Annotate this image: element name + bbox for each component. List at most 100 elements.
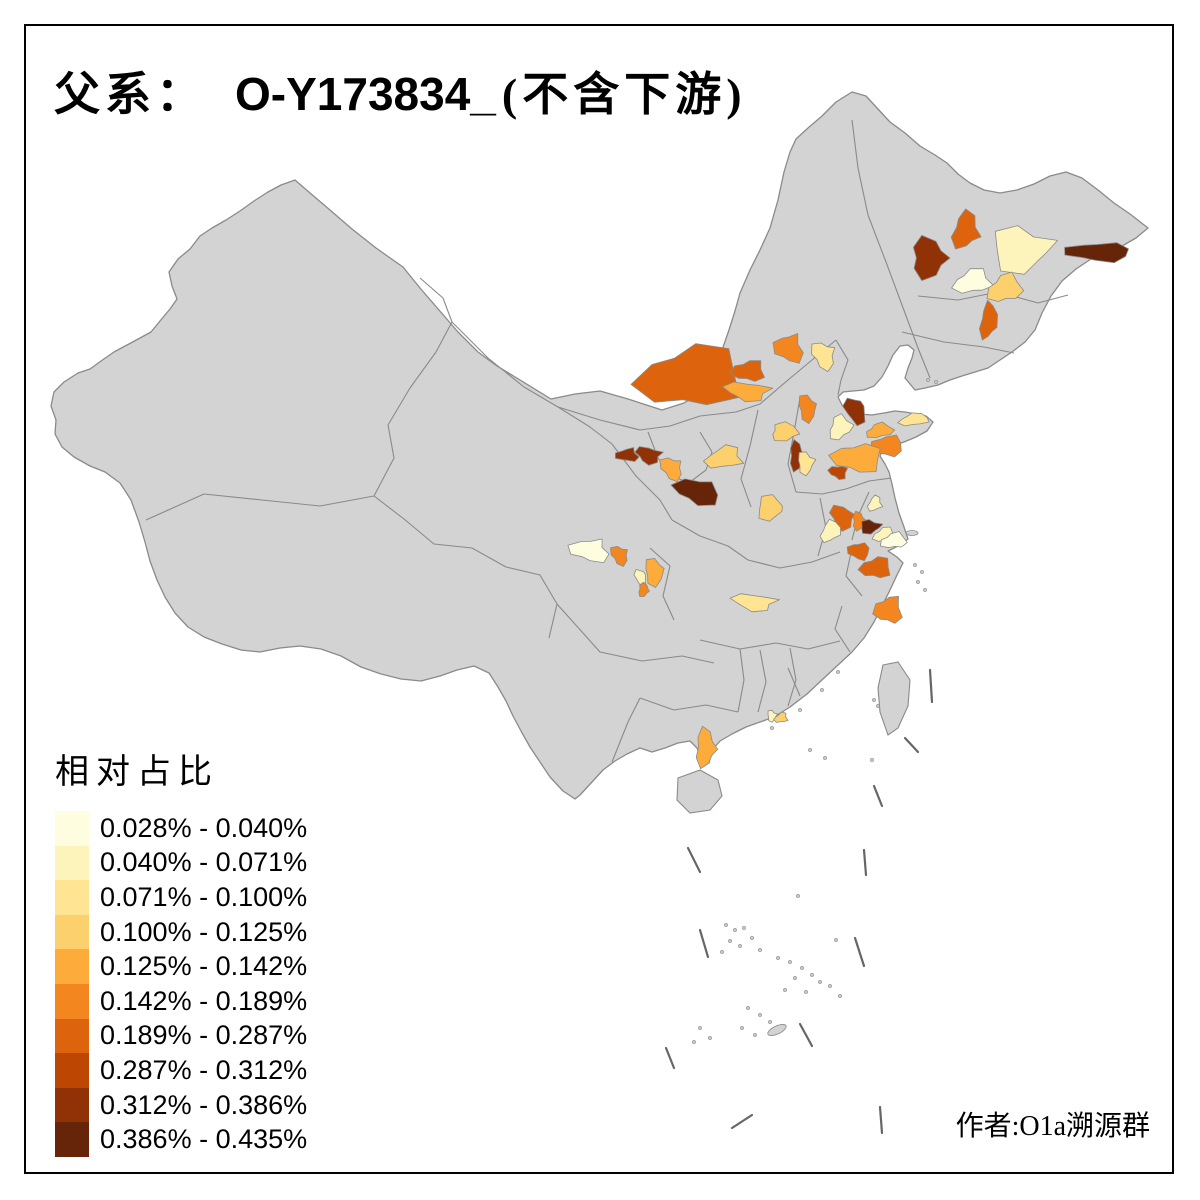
province-border xyxy=(757,649,767,713)
legend-label: 0.312% - 0.386% xyxy=(100,1089,308,1120)
map-region xyxy=(913,234,951,282)
map-region xyxy=(819,518,841,543)
nine-dash-segment xyxy=(853,936,866,968)
nine-dash-segment xyxy=(798,1022,814,1048)
map-region xyxy=(994,225,1058,275)
province-border xyxy=(373,495,558,639)
legend-label: 0.100% - 0.125% xyxy=(100,916,308,947)
province-border xyxy=(145,493,375,521)
province-border xyxy=(737,648,745,713)
province-border xyxy=(901,331,1015,354)
legend-row: 0.312% - 0.386% xyxy=(55,1087,308,1123)
islet xyxy=(758,948,762,952)
nine-dash-segment xyxy=(686,846,702,874)
islet xyxy=(783,988,787,992)
map-region xyxy=(659,457,682,483)
province-border xyxy=(835,339,849,396)
islet xyxy=(836,670,840,674)
islet xyxy=(746,1006,750,1010)
map-region xyxy=(798,394,817,425)
islet xyxy=(708,1036,712,1040)
islet xyxy=(800,966,804,970)
province-border xyxy=(787,667,801,697)
islet xyxy=(923,588,927,592)
legend-row: 0.142% - 0.189% xyxy=(55,983,308,1019)
map-region xyxy=(846,542,870,562)
nine-dash-segment xyxy=(903,736,920,754)
map-region xyxy=(772,421,801,442)
nine-dash-segment xyxy=(862,848,868,877)
islet xyxy=(818,980,822,984)
islet xyxy=(776,956,780,960)
islet xyxy=(720,950,724,954)
islet xyxy=(920,570,924,574)
legend-label: 0.386% - 0.435% xyxy=(100,1124,308,1155)
islet xyxy=(798,708,802,712)
map-region xyxy=(567,538,610,563)
map-region xyxy=(645,558,665,588)
map-region xyxy=(630,343,740,406)
province-border xyxy=(671,519,749,561)
islet xyxy=(793,976,797,980)
province-border xyxy=(556,603,715,664)
nine-dash-segment xyxy=(664,1046,676,1070)
islet xyxy=(810,973,814,977)
map-region xyxy=(857,556,891,579)
islet xyxy=(804,990,808,994)
map-region xyxy=(986,271,1025,302)
legend-row: 0.071% - 0.100% xyxy=(55,880,307,915)
islet xyxy=(750,936,754,940)
islet xyxy=(738,944,742,948)
legend-row: 0.287% - 0.312% xyxy=(55,1053,307,1088)
province-border xyxy=(557,339,837,431)
map-region xyxy=(979,299,998,341)
nine-dash-segment xyxy=(928,668,934,704)
map-region xyxy=(758,494,783,522)
map-region xyxy=(829,413,855,441)
islet xyxy=(872,698,876,702)
taiwan-island xyxy=(877,661,911,736)
legend-swatch xyxy=(55,949,89,984)
islet xyxy=(724,923,728,927)
page-title: 父系： O-Y173834_ (不含下游) xyxy=(54,58,747,124)
legend-row: 0.040% - 0.071% xyxy=(55,845,308,881)
map-region xyxy=(866,494,884,512)
islet xyxy=(768,1020,772,1024)
legend-label: 0.125% - 0.142% xyxy=(100,951,308,982)
islet xyxy=(926,378,930,382)
islet xyxy=(916,580,920,584)
legend-label: 0.142% - 0.189% xyxy=(100,985,308,1016)
hainan-island xyxy=(676,769,723,814)
province-border xyxy=(740,409,759,508)
legend-label: 0.040% - 0.071% xyxy=(100,847,308,878)
legend-row: 0.028% - 0.040% xyxy=(55,811,307,846)
legend-row: 0.189% - 0.287% xyxy=(55,1018,307,1054)
map-region xyxy=(842,397,866,427)
islet xyxy=(796,894,800,898)
islet xyxy=(823,756,827,760)
islet xyxy=(728,939,732,943)
legend-rows: 0.028% - 0.040% 0.040% - 0.071% 0.071% - 0… xyxy=(55,811,307,1157)
map-region xyxy=(872,595,903,624)
islet xyxy=(834,938,838,942)
legend-swatch xyxy=(55,845,89,881)
legend-swatch xyxy=(55,1087,89,1123)
legend-row: 0.125% - 0.142% xyxy=(55,949,307,984)
map-region xyxy=(638,581,650,597)
islet xyxy=(838,994,842,998)
map-region xyxy=(951,268,994,294)
legend-swatch xyxy=(55,983,89,1019)
map-region xyxy=(861,519,884,535)
map-region xyxy=(866,421,896,438)
map-region xyxy=(670,478,719,507)
islet xyxy=(913,563,917,567)
legend-title: 相对占比 xyxy=(55,754,219,791)
map-region xyxy=(615,447,640,462)
islet xyxy=(788,960,792,964)
province-border xyxy=(834,605,851,653)
map-region xyxy=(798,451,817,477)
map-region xyxy=(695,725,719,770)
legend-swatch xyxy=(55,1018,89,1054)
map-region xyxy=(634,446,664,466)
